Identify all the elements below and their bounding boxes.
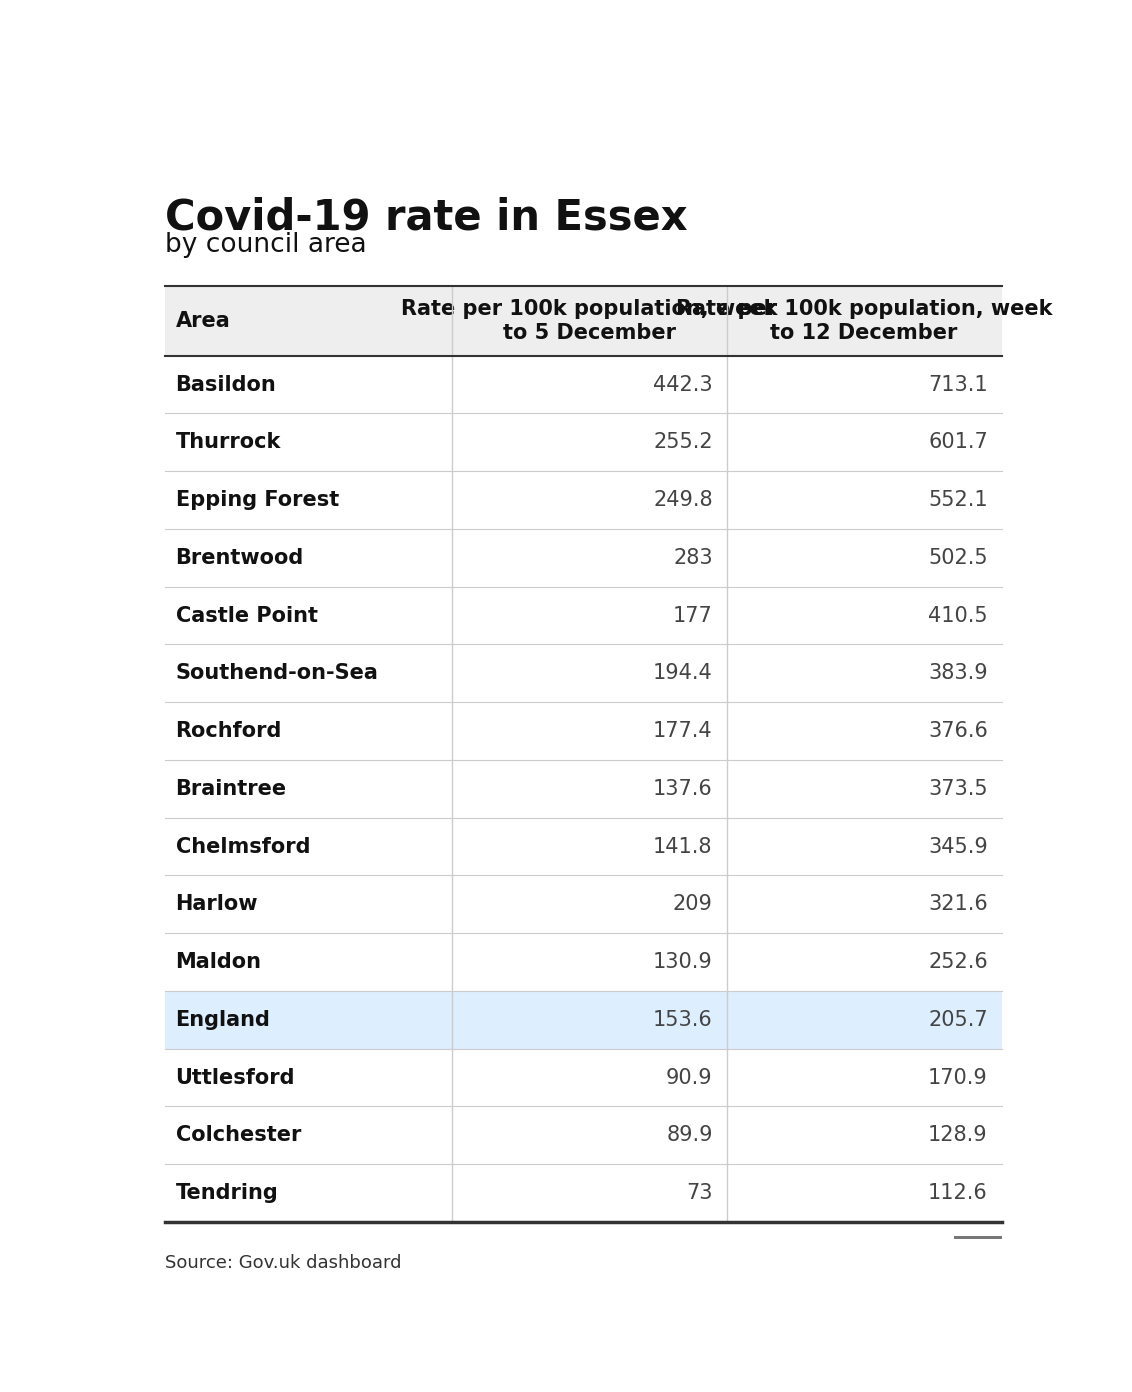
Bar bbox=[165, 1164, 1002, 1222]
Text: 90.9: 90.9 bbox=[666, 1068, 713, 1087]
Text: 177.4: 177.4 bbox=[653, 721, 713, 741]
Text: 205.7: 205.7 bbox=[928, 1009, 988, 1030]
Text: 128.9: 128.9 bbox=[928, 1125, 988, 1146]
Text: Rate per 100k population, week
to 5 December: Rate per 100k population, week to 5 Dece… bbox=[401, 299, 778, 342]
Bar bbox=[165, 933, 1002, 991]
Text: 713.1: 713.1 bbox=[928, 374, 988, 394]
Bar bbox=[165, 702, 1002, 760]
Text: 255.2: 255.2 bbox=[653, 433, 713, 452]
Text: 283: 283 bbox=[674, 548, 713, 568]
Text: 170.9: 170.9 bbox=[928, 1068, 988, 1087]
Text: Castle Point: Castle Point bbox=[175, 606, 318, 625]
Text: Braintree: Braintree bbox=[175, 778, 286, 799]
Text: 552.1: 552.1 bbox=[928, 490, 988, 509]
Bar bbox=[165, 991, 1002, 1048]
Bar bbox=[953, 1236, 1002, 1260]
Text: Maldon: Maldon bbox=[175, 952, 261, 972]
Text: Thurrock: Thurrock bbox=[175, 433, 281, 452]
Bar bbox=[165, 760, 1002, 817]
Text: Harlow: Harlow bbox=[175, 894, 258, 915]
Text: 345.9: 345.9 bbox=[928, 837, 988, 856]
Text: Southend-on-Sea: Southend-on-Sea bbox=[175, 664, 378, 683]
Text: 73: 73 bbox=[686, 1183, 713, 1203]
Text: 249.8: 249.8 bbox=[653, 490, 713, 509]
Text: 194.4: 194.4 bbox=[653, 664, 713, 683]
Text: Colchester: Colchester bbox=[175, 1125, 301, 1146]
Text: Epping Forest: Epping Forest bbox=[175, 490, 338, 509]
Bar bbox=[165, 1107, 1002, 1164]
Text: 137.6: 137.6 bbox=[653, 778, 713, 799]
Bar bbox=[165, 413, 1002, 470]
Text: 502.5: 502.5 bbox=[928, 548, 988, 568]
Text: 252.6: 252.6 bbox=[928, 952, 988, 972]
Text: Rate per 100k population, week
to 12 December: Rate per 100k population, week to 12 Dec… bbox=[676, 299, 1053, 342]
Text: Rochford: Rochford bbox=[175, 721, 282, 741]
Bar bbox=[165, 470, 1002, 529]
Bar bbox=[165, 529, 1002, 586]
Text: Chelmsford: Chelmsford bbox=[175, 837, 310, 856]
Bar bbox=[165, 586, 1002, 644]
Text: 321.6: 321.6 bbox=[928, 894, 988, 915]
Text: Covid-19 rate in Essex: Covid-19 rate in Essex bbox=[165, 196, 687, 238]
Text: 209: 209 bbox=[672, 894, 713, 915]
Text: England: England bbox=[175, 1009, 271, 1030]
Text: 130.9: 130.9 bbox=[653, 952, 713, 972]
Text: 153.6: 153.6 bbox=[653, 1009, 713, 1030]
Text: by council area: by council area bbox=[165, 232, 367, 259]
Text: 442.3: 442.3 bbox=[653, 374, 713, 394]
Text: 177: 177 bbox=[672, 606, 713, 625]
Text: 112.6: 112.6 bbox=[928, 1183, 988, 1203]
Text: 373.5: 373.5 bbox=[928, 778, 988, 799]
Text: Tendring: Tendring bbox=[175, 1183, 278, 1203]
Text: Basildon: Basildon bbox=[175, 374, 276, 394]
Text: BBC: BBC bbox=[958, 1239, 998, 1257]
Text: 89.9: 89.9 bbox=[666, 1125, 713, 1146]
Text: Area: Area bbox=[175, 310, 230, 331]
Bar bbox=[165, 876, 1002, 933]
Text: 376.6: 376.6 bbox=[928, 721, 988, 741]
Text: 410.5: 410.5 bbox=[928, 606, 988, 625]
Bar bbox=[165, 287, 1002, 356]
Text: 383.9: 383.9 bbox=[928, 664, 988, 683]
Bar bbox=[165, 817, 1002, 876]
Bar bbox=[165, 644, 1002, 702]
Text: Source: Gov.uk dashboard: Source: Gov.uk dashboard bbox=[165, 1254, 401, 1272]
Text: Brentwood: Brentwood bbox=[175, 548, 303, 568]
Text: 141.8: 141.8 bbox=[653, 837, 713, 856]
Text: 601.7: 601.7 bbox=[928, 433, 988, 452]
Bar bbox=[165, 1048, 1002, 1107]
Bar bbox=[165, 356, 1002, 413]
Text: Uttlesford: Uttlesford bbox=[175, 1068, 295, 1087]
